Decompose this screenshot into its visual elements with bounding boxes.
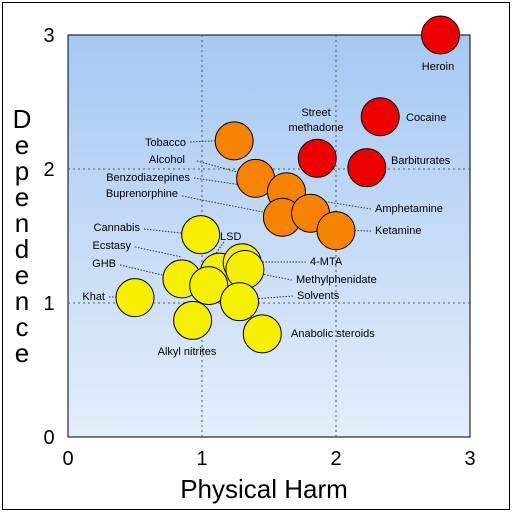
label-cannabis: Cannabis bbox=[94, 222, 141, 234]
label-cocaine: Cocaine bbox=[406, 112, 446, 124]
label-alkyl-nitrites: Alkyl nitrites bbox=[158, 346, 217, 358]
plot-background bbox=[67, 34, 471, 438]
y-axis-title-letter: p bbox=[15, 156, 29, 186]
label-tobacco: Tobacco bbox=[145, 137, 186, 149]
label-ghb: GHB bbox=[92, 258, 116, 270]
x-tick-label: 0 bbox=[62, 448, 73, 470]
point-street-methadone bbox=[297, 138, 337, 178]
label-khat: Khat bbox=[82, 291, 105, 303]
point-cocaine bbox=[360, 97, 400, 137]
point-alkyl-nitrites bbox=[173, 300, 213, 340]
point-anabolic-steroids bbox=[242, 314, 282, 354]
label-barbiturates: Barbiturates bbox=[391, 155, 451, 167]
point-tobacco bbox=[214, 121, 254, 161]
data-points bbox=[115, 15, 461, 354]
label-ecstasy: Ecstasy bbox=[92, 240, 131, 252]
y-axis-title-letter: e bbox=[15, 338, 29, 368]
label-anabolic-steroids: Anabolic steroids bbox=[291, 328, 375, 340]
y-tick-label: 0 bbox=[43, 427, 54, 449]
point-solvents bbox=[220, 282, 260, 322]
point-labels: Heroin Cocaine Street methadone Barbiturates… bbox=[82, 61, 454, 358]
x-tick-label: 3 bbox=[464, 448, 475, 470]
point-barbiturates bbox=[347, 148, 387, 188]
leader-ecstasy bbox=[134, 246, 183, 258]
label-lsd: LSD bbox=[220, 231, 241, 243]
label-ketamine: Ketamine bbox=[375, 225, 421, 237]
label-amphetamine: Amphetamine bbox=[375, 203, 443, 215]
point-khat bbox=[115, 278, 155, 318]
y-axis-title-letter: d bbox=[15, 234, 29, 264]
label-methylphenidate: Methylphenidate bbox=[296, 274, 377, 286]
leader-buprenorphine bbox=[181, 195, 279, 216]
label-heroin: Heroin bbox=[422, 61, 454, 73]
y-axis-title-letter: e bbox=[15, 260, 29, 290]
y-tick-label: 2 bbox=[43, 159, 54, 181]
y-axis-title-letter: n bbox=[15, 208, 29, 238]
label-street-methadone: Street methadone bbox=[288, 107, 343, 134]
y-axis-title-letter: e bbox=[15, 182, 29, 212]
y-axis-title-letter: n bbox=[15, 286, 29, 316]
y-axis-title-letter: D bbox=[13, 104, 32, 134]
point-ghb bbox=[189, 266, 229, 306]
label-buprenorphine: Buprenorphine bbox=[106, 188, 178, 200]
point-methylphenidate bbox=[225, 250, 265, 289]
label-benzodiazepines: Benzodiazepines bbox=[106, 172, 190, 184]
y-axis-title-letter: e bbox=[15, 130, 29, 160]
leader-ghb bbox=[119, 264, 205, 286]
point-ketamine bbox=[316, 211, 356, 251]
point-cannabis bbox=[181, 215, 221, 255]
label-4-mta: 4-MTA bbox=[310, 256, 343, 268]
x-axis-title: Physical Harm bbox=[180, 474, 348, 504]
label-solvents: Solvents bbox=[297, 290, 340, 302]
x-tick-label: 1 bbox=[196, 448, 207, 470]
axis-ticks: 0 1 2 3 0 1 2 3 bbox=[43, 25, 475, 470]
x-tick-label: 2 bbox=[330, 448, 341, 470]
label-alcohol: Alcohol bbox=[149, 154, 185, 166]
y-axis-title-letter: c bbox=[16, 312, 29, 342]
y-tick-label: 3 bbox=[43, 25, 54, 47]
y-tick-label: 1 bbox=[43, 293, 54, 315]
point-heroin bbox=[421, 15, 461, 55]
